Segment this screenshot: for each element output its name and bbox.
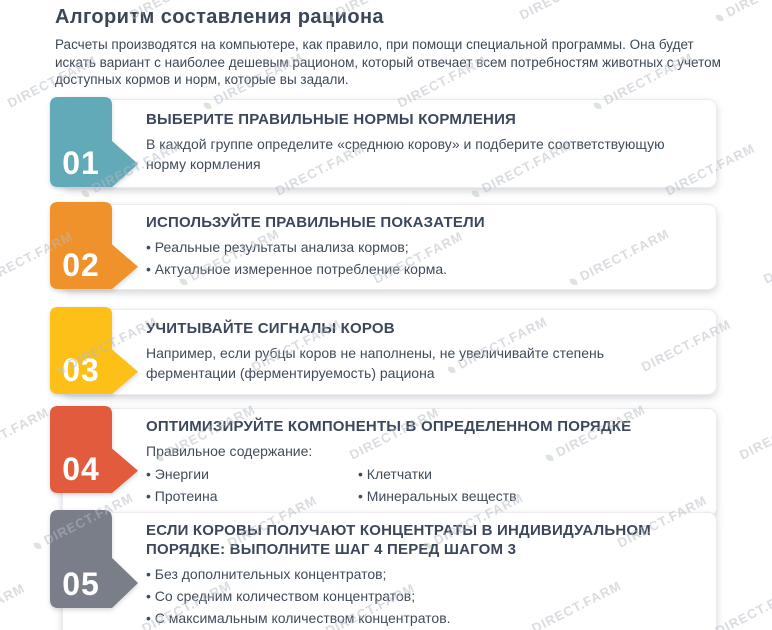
step-arrow-shape [50,97,138,187]
watermark-text: DIRECT.FARM [736,404,772,463]
leaf-icon [471,189,480,199]
step-bullet: • Клетчатки [358,466,432,482]
watermark-text: DIRECT.FARM [0,0,38,25]
step-row: 01 ВЫБЕРИТЕ ПРАВИЛЬНЫЕ НОРМЫ КОРМЛЕНИЯ В… [50,97,717,188]
step-number: 04 [62,451,100,487]
step-column: • Энергии • Протеина [146,464,358,508]
step-arrow-shape [50,307,138,394]
step-column: • Клетчатки • Минеральных веществ [358,464,696,508]
step-row: 03 УЧИТЫВАЙТЕ СИГНАЛЫ КОРОВ Например, ес… [50,307,717,395]
step-card: УЧИТЫВАЙТЕ СИГНАЛЫ КОРОВ Например, если … [62,309,717,395]
intro-paragraph: Расчеты производятся на компьютере, как … [55,37,721,87]
step-bullet: • Без дополнительных концентратов; [146,566,387,582]
step-bullet: • Реальные результаты анализа кормов; [146,239,409,255]
step-columns: • Энергии • Протеина • Клетчатки • Минераль… [146,464,696,508]
step-bullet: • Со средним количеством концентратов; [146,588,416,604]
step-number: 03 [62,352,100,388]
page-title: Алгоритм составления рациона [55,6,384,28]
step-bullet: • Актуальное измеренное потребление корм… [146,261,448,277]
step-bullet: • Энергии [146,466,209,482]
step-paragraph: Правильное содержание: [146,443,313,459]
watermark-text: DIRECT.FARM [0,580,28,630]
step-number: 01 [62,145,100,181]
step-arrow-shape [50,202,138,289]
step-title: УЧИТЫВАЙТЕ СИГНАЛЫ КОРОВ [146,319,395,337]
step-bullet: • Минеральных веществ [358,488,517,504]
step-title: ЕСЛИ КОРОВЫ ПОЛУЧАЮТ КОНЦЕНТРАТЫ В ИНДИВ… [146,522,651,558]
step-row: 04 ОПТИМИЗИРУЙТЕ КОМПОНЕНТЫ В ОПРЕДЕЛЕНН… [50,406,717,517]
watermark-text: DIRECT.FARM [712,580,772,630]
step-card: ИСПОЛЬЗУЙТЕ ПРАВИЛЬНЫЕ ПОКАЗАТЕЛИ • Реал… [62,204,717,290]
step-title: ИСПОЛЬЗУЙТЕ ПРАВИЛЬНЫЕ ПОКАЗАТЕЛИ [146,214,485,231]
watermark-text: DIRECT.FARM [0,404,52,463]
step-row: 05 ЕСЛИ КОРОВЫ ПОЛУЧАЮТ КОНЦЕНТРАТЫ В ИН… [50,510,717,630]
step-paragraph: Например, если рубцы коров не наполнены,… [146,344,605,381]
step-row: 02 ИСПОЛЬЗУЙТЕ ПРАВИЛЬНЫЕ ПОКАЗАТЕЛИ • Р… [50,202,717,290]
step-body: • Реальные результаты анализа кормов; • А… [146,237,696,281]
step-number-tag: 05 [50,510,138,608]
step-card: ЕСЛИ КОРОВЫ ПОЛУЧАЮТ КОНЦЕНТРАТЫ В ИНДИВ… [62,512,717,630]
header: Алгоритм составления рациона Расчеты про… [55,6,733,89]
step-body: • Без дополнительных концентратов; • Со с… [146,564,696,630]
leaf-icon [81,189,90,199]
step-number: 02 [62,247,100,283]
step-bullet: • С максимальным количеством концентрато… [146,610,451,626]
step-body: В каждой группе определите «среднюю коро… [146,134,696,177]
step-body: Правильное содержание: • Энергии • Протеин… [146,441,696,508]
step-bullet: • Протеина [146,488,218,504]
step-number-tag: 04 [50,406,138,493]
step-number-tag: 02 [50,202,138,289]
watermark-text: DIRECT.FARM [760,228,772,287]
step-title: ОПТИМИЗИРУЙТЕ КОМПОНЕНТЫ В ОПРЕДЕЛЕННОМ … [146,418,632,435]
step-body: Например, если рубцы коров не наполнены,… [146,343,696,386]
step-number-tag: 03 [50,307,138,394]
step-card: ОПТИМИЗИРУЙТЕ КОМПОНЕНТЫ В ОПРЕДЕЛЕННОМ … [62,408,717,517]
step-card: ВЫБЕРИТЕ ПРАВИЛЬНЫЕ НОРМЫ КОРМЛЕНИЯ В ка… [62,99,717,188]
step-number-tag: 01 [50,97,138,187]
step-paragraph: В каждой группе определите «среднюю коро… [146,136,665,172]
step-arrow-shape [50,510,138,608]
leaf-icon [33,541,42,551]
step-title: ВЫБЕРИТЕ ПРАВИЛЬНЫЕ НОРМЫ КОРМЛЕНИЯ [146,111,517,128]
step-number: 05 [62,566,100,602]
step-arrow-shape [50,406,138,493]
